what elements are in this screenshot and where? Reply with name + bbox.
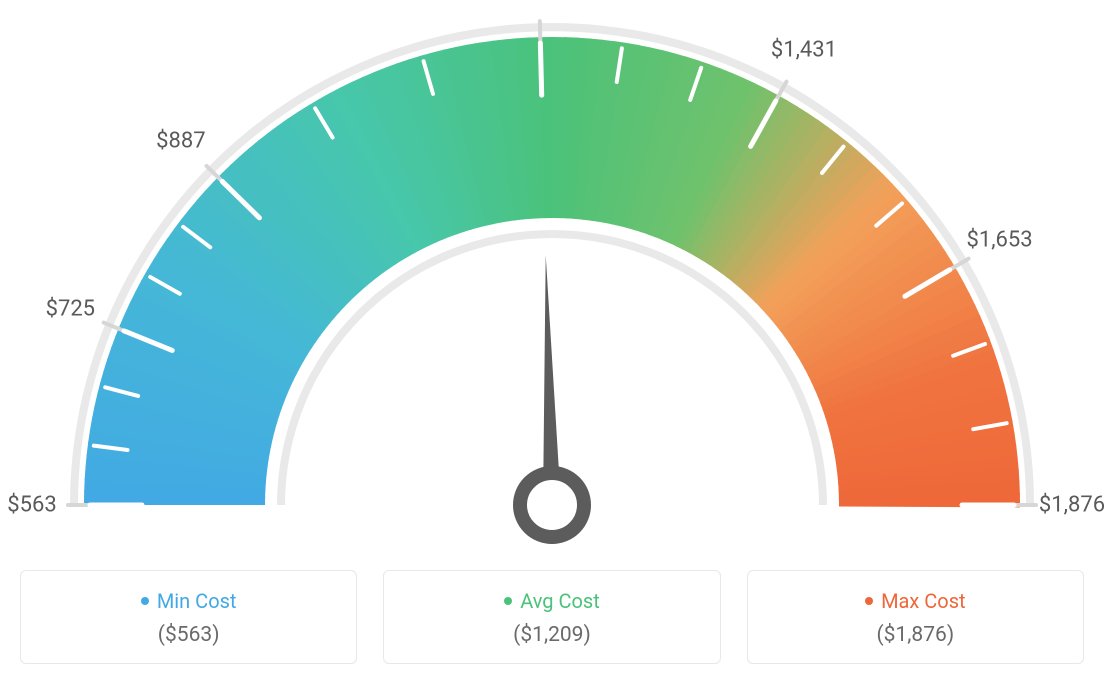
- gauge-tick-label: $725: [46, 297, 95, 322]
- avg-cost-card: Avg Cost ($1,209): [383, 570, 720, 664]
- gauge-tick-label: $1,653: [967, 228, 1033, 253]
- dot-icon: [865, 597, 873, 605]
- cost-gauge: $563$725$887$1,209$1,431$1,653$1,876: [0, 0, 1104, 560]
- min-cost-card: Min Cost ($563): [20, 570, 357, 664]
- max-cost-card: Max Cost ($1,876): [747, 570, 1084, 664]
- gauge-tick-label: $1,876: [1039, 493, 1104, 518]
- min-cost-title: Min Cost: [141, 589, 237, 613]
- gauge-svg: [0, 0, 1104, 560]
- dot-icon: [141, 597, 149, 605]
- min-cost-value: ($563): [31, 623, 346, 647]
- gauge-tick-label: $1,431: [771, 38, 837, 63]
- max-cost-value: ($1,876): [758, 623, 1073, 647]
- gauge-tick-label: $887: [156, 128, 205, 153]
- gauge-tick-label: $563: [7, 493, 56, 518]
- avg-cost-label: Avg Cost: [520, 589, 600, 613]
- avg-cost-title: Avg Cost: [504, 589, 600, 613]
- max-cost-label: Max Cost: [881, 589, 966, 613]
- summary-cards: Min Cost ($563) Avg Cost ($1,209) Max Co…: [0, 570, 1104, 664]
- avg-cost-value: ($1,209): [394, 623, 709, 647]
- max-cost-title: Max Cost: [865, 589, 966, 613]
- dot-icon: [504, 597, 512, 605]
- min-cost-label: Min Cost: [157, 589, 237, 613]
